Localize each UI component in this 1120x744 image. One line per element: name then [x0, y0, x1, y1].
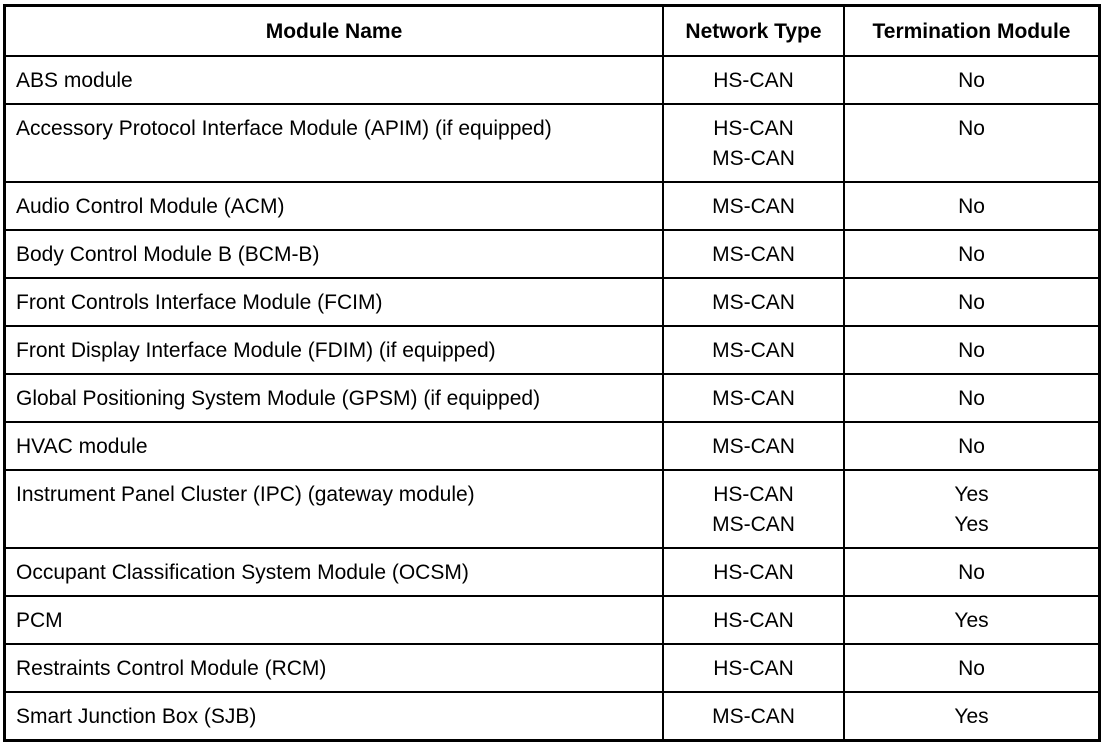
- module-name-cell: HVAC module: [3, 421, 664, 471]
- table-row: Body Control Module B (BCM-B) MS-CAN No: [3, 229, 1101, 279]
- termination-cell: Yes Yes: [843, 469, 1101, 549]
- termination-cell-text: No: [958, 387, 985, 410]
- table-row: Audio Control Module (ACM) MS-CAN No: [3, 181, 1101, 231]
- network-type-cell-text: MS-CAN: [712, 705, 795, 728]
- termination-cell-text: No: [958, 243, 985, 266]
- network-type-cell: HS-CAN MS-CAN: [662, 103, 845, 183]
- network-type-cell-text: MS-CAN: [712, 243, 795, 266]
- header-network-type: Network Type: [662, 4, 845, 57]
- module-name-cell-text: Instrument Panel Cluster (IPC) (gateway …: [16, 483, 475, 506]
- termination-cell-text: No: [958, 69, 985, 92]
- network-type-cell: MS-CAN: [662, 277, 845, 327]
- module-network-table: Module Name Network Type Termination Mod…: [3, 4, 1101, 742]
- termination-cell: No: [843, 373, 1101, 423]
- table-row: HVAC module MS-CAN No: [3, 421, 1101, 471]
- table-row: Global Positioning System Module (GPSM) …: [3, 373, 1101, 423]
- network-type-cell: MS-CAN: [662, 181, 845, 231]
- table-row: Accessory Protocol Interface Module (API…: [3, 103, 1101, 183]
- table-row: Restraints Control Module (RCM) HS-CAN No: [3, 643, 1101, 693]
- header-module-name: Module Name: [3, 4, 664, 57]
- network-type-cell: HS-CAN MS-CAN: [662, 469, 845, 549]
- termination-cell-text: No: [958, 195, 985, 218]
- termination-cell: No: [843, 421, 1101, 471]
- table-row: PCM HS-CAN Yes: [3, 595, 1101, 645]
- module-name-cell-text: Front Display Interface Module (FDIM) (i…: [16, 339, 496, 362]
- network-type-cell-text: HS-CAN: [713, 561, 794, 584]
- network-type-cell-text: MS-CAN: [712, 195, 795, 218]
- termination-cell: No: [843, 181, 1101, 231]
- network-type-cell-text: MS-CAN: [712, 147, 795, 170]
- termination-cell-text: Yes: [954, 483, 989, 506]
- network-type-cell-text: MS-CAN: [712, 339, 795, 362]
- network-type-cell: HS-CAN: [662, 643, 845, 693]
- network-type-cell: MS-CAN: [662, 373, 845, 423]
- network-type-cell-text: HS-CAN: [713, 609, 794, 632]
- module-name-cell: Accessory Protocol Interface Module (API…: [3, 103, 664, 183]
- termination-cell-text: No: [958, 435, 985, 458]
- table-row: Instrument Panel Cluster (IPC) (gateway …: [3, 469, 1101, 549]
- network-type-cell-text: HS-CAN: [713, 483, 794, 506]
- termination-cell-text: Yes: [954, 609, 989, 632]
- network-type-cell-text: MS-CAN: [712, 291, 795, 314]
- network-type-cell-text: HS-CAN: [713, 657, 794, 680]
- module-name-cell-text: Smart Junction Box (SJB): [16, 705, 257, 728]
- module-name-cell: ABS module: [3, 55, 664, 105]
- module-name-cell-text: Body Control Module B (BCM-B): [16, 243, 320, 266]
- module-name-cell-text: Restraints Control Module (RCM): [16, 657, 327, 680]
- module-name-cell-text: HVAC module: [16, 435, 148, 458]
- module-name-cell: Front Display Interface Module (FDIM) (i…: [3, 325, 664, 375]
- table-row: ABS module HS-CAN No: [3, 55, 1101, 105]
- termination-cell: No: [843, 325, 1101, 375]
- network-type-cell: HS-CAN: [662, 595, 845, 645]
- table-row: Occupant Classification System Module (O…: [3, 547, 1101, 597]
- module-name-cell-text: ABS module: [16, 69, 133, 92]
- termination-cell-text: No: [958, 657, 985, 680]
- termination-cell: No: [843, 547, 1101, 597]
- termination-cell-text: No: [958, 561, 985, 584]
- module-name-cell: Smart Junction Box (SJB): [3, 691, 664, 742]
- table-row: Smart Junction Box (SJB) MS-CAN Yes: [3, 691, 1101, 742]
- network-type-cell: MS-CAN: [662, 325, 845, 375]
- module-name-cell: Front Controls Interface Module (FCIM): [3, 277, 664, 327]
- network-type-cell-text: HS-CAN: [713, 117, 794, 140]
- termination-cell-text: No: [958, 339, 985, 362]
- termination-cell: No: [843, 229, 1101, 279]
- header-row: Module Name Network Type Termination Mod…: [3, 4, 1101, 57]
- termination-cell-text: Yes: [954, 513, 989, 536]
- termination-cell: No: [843, 277, 1101, 327]
- module-name-cell-text: Front Controls Interface Module (FCIM): [16, 291, 383, 314]
- module-name-cell-text: Audio Control Module (ACM): [16, 195, 285, 218]
- network-type-cell-text: MS-CAN: [712, 387, 795, 410]
- termination-cell: Yes: [843, 595, 1101, 645]
- network-type-cell: MS-CAN: [662, 691, 845, 742]
- module-name-cell: Restraints Control Module (RCM): [3, 643, 664, 693]
- module-name-cell: Instrument Panel Cluster (IPC) (gateway …: [3, 469, 664, 549]
- module-name-cell: Audio Control Module (ACM): [3, 181, 664, 231]
- termination-cell-text: No: [958, 117, 985, 140]
- module-name-cell: Global Positioning System Module (GPSM) …: [3, 373, 664, 423]
- module-name-cell: Occupant Classification System Module (O…: [3, 547, 664, 597]
- module-name-cell-text: Global Positioning System Module (GPSM) …: [16, 387, 541, 410]
- network-type-cell-text: MS-CAN: [712, 513, 795, 536]
- module-name-cell-text: Occupant Classification System Module (O…: [16, 561, 469, 584]
- module-name-cell: PCM: [3, 595, 664, 645]
- network-type-cell-text: HS-CAN: [713, 69, 794, 92]
- network-type-cell: MS-CAN: [662, 421, 845, 471]
- table-row: Front Display Interface Module (FDIM) (i…: [3, 325, 1101, 375]
- termination-cell: No: [843, 55, 1101, 105]
- table-row: Front Controls Interface Module (FCIM) MS…: [3, 277, 1101, 327]
- termination-cell: Yes: [843, 691, 1101, 742]
- network-type-cell: MS-CAN: [662, 229, 845, 279]
- termination-cell: No: [843, 103, 1101, 183]
- network-type-cell: HS-CAN: [662, 547, 845, 597]
- module-name-cell-text: PCM: [16, 609, 63, 632]
- termination-cell: No: [843, 643, 1101, 693]
- module-name-cell-text: Accessory Protocol Interface Module (API…: [16, 117, 552, 140]
- module-name-cell: Body Control Module B (BCM-B): [3, 229, 664, 279]
- network-type-cell-text: MS-CAN: [712, 435, 795, 458]
- header-termination-module: Termination Module: [843, 4, 1101, 57]
- termination-cell-text: Yes: [954, 705, 989, 728]
- termination-cell-text: No: [958, 291, 985, 314]
- network-type-cell: HS-CAN: [662, 55, 845, 105]
